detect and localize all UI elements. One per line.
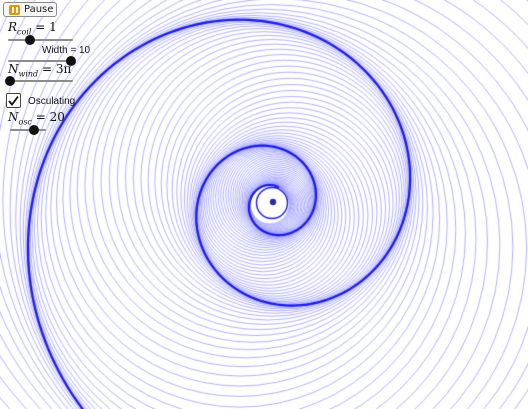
n-osc-slider-knob[interactable] <box>29 125 39 135</box>
osculating-checkbox[interactable] <box>6 93 21 108</box>
n-osc-label: Nosc = 20 <box>8 110 65 127</box>
width-slider-knob[interactable] <box>66 56 76 66</box>
n-wind-label: Nwind = 3π <box>8 62 72 79</box>
r-coil-slider-knob[interactable] <box>24 35 35 45</box>
pause-button-label: Pause <box>24 4 54 15</box>
width-slider[interactable] <box>8 56 76 66</box>
n-osc-slider[interactable] <box>10 125 46 135</box>
checkmark-icon <box>8 95 19 106</box>
pause-icon <box>9 4 20 15</box>
r-coil-label: Rcoil = 1 <box>8 20 57 37</box>
width-label: Width = 10 <box>42 45 91 56</box>
pause-button[interactable]: Pause <box>3 2 57 17</box>
n-wind-slider-knob[interactable] <box>5 76 15 86</box>
n-wind-slider[interactable] <box>5 76 73 86</box>
r-coil-slider[interactable] <box>8 35 73 45</box>
osculating-label: Osculating <box>28 96 76 107</box>
